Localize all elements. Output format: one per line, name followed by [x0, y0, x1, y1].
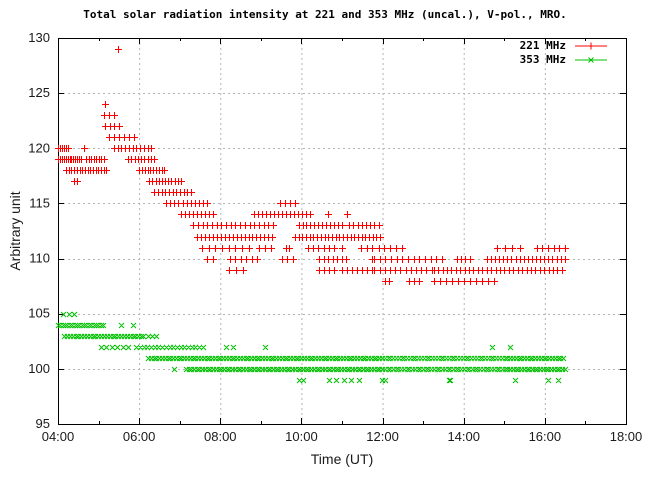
svg-text:105: 105 — [28, 306, 50, 321]
svg-text:10:00: 10:00 — [285, 429, 318, 444]
svg-text:100: 100 — [28, 361, 50, 376]
cross-marker-icon — [575, 57, 607, 63]
svg-text:16:00: 16:00 — [529, 429, 562, 444]
legend-item-221mhz: 221 MHz — [520, 40, 608, 52]
svg-text:120: 120 — [28, 140, 50, 155]
legend: 221 MHz 353 MHz — [520, 40, 608, 66]
x-axis-label: Time (UT) — [310, 451, 374, 467]
svg-text:06:00: 06:00 — [123, 429, 156, 444]
svg-text:18:00: 18:00 — [610, 429, 643, 444]
svg-text:110: 110 — [29, 251, 50, 266]
legend-label-221mhz: 221 MHz — [519, 39, 566, 52]
svg-text:125: 125 — [28, 85, 50, 100]
chart-title: Total solar radiation intensity at 221 a… — [83, 8, 567, 21]
svg-text:14:00: 14:00 — [447, 429, 480, 444]
svg-text:130: 130 — [28, 30, 50, 45]
legend-label-353mhz: 353 MHz — [519, 53, 566, 66]
svg-text:115: 115 — [29, 195, 50, 210]
svg-text:08:00: 08:00 — [204, 429, 237, 444]
svg-text:04:00: 04:00 — [42, 429, 75, 444]
y-axis-label: Arbitrary unit — [7, 191, 23, 271]
svg-text:95: 95 — [36, 416, 50, 431]
plus-marker-icon — [575, 42, 607, 50]
svg-text:12:00: 12:00 — [366, 429, 399, 444]
legend-item-353mhz: 353 MHz — [520, 54, 608, 66]
